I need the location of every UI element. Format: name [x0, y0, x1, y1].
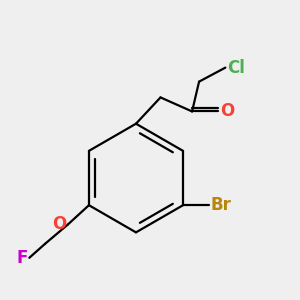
Text: O: O: [52, 215, 67, 233]
Text: Br: Br: [211, 196, 232, 214]
Text: Cl: Cl: [227, 58, 244, 76]
Text: O: O: [220, 102, 234, 120]
Text: F: F: [16, 249, 28, 267]
